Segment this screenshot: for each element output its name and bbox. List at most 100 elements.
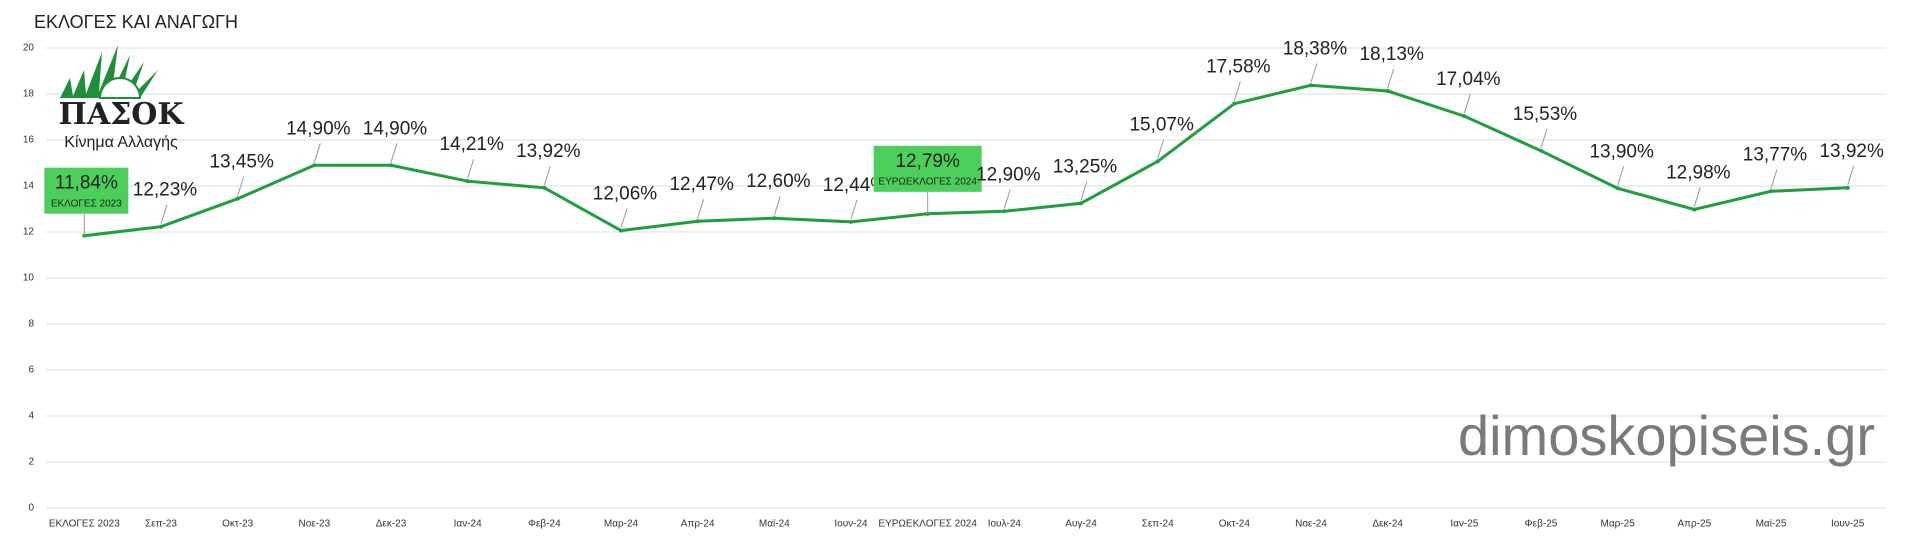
value-label: 13,45%	[209, 152, 274, 173]
logo-sun	[98, 77, 142, 99]
value-label: 14,90%	[363, 118, 428, 139]
y-tick-label: 16	[23, 135, 35, 146]
value-label: 12,23%	[133, 180, 198, 201]
value-label: 14,21%	[439, 134, 504, 155]
data-point	[312, 163, 317, 168]
y-tick-label: 2	[28, 457, 34, 468]
data-point	[619, 228, 623, 233]
data-point	[1462, 114, 1467, 119]
leader-line	[850, 199, 858, 220]
y-tick-label: 20	[23, 43, 35, 54]
data-point	[695, 219, 700, 224]
data-point	[1539, 148, 1543, 153]
x-tick-label: Σεπ-24	[1142, 519, 1174, 530]
data-point	[772, 216, 777, 221]
data-point	[465, 179, 470, 184]
x-tick-label: Δεκ-23	[376, 519, 407, 530]
x-tick-label: Αυγ-24	[1065, 519, 1097, 530]
data-point	[1002, 209, 1007, 214]
y-tick-label: 8	[28, 319, 34, 330]
x-tick-label: Μαρ-25	[1601, 519, 1636, 530]
data-point	[1232, 101, 1237, 106]
logo: ΠΑΣΟΚ Κίνημα Αλλαγής	[58, 45, 184, 151]
leader-line	[773, 196, 781, 216]
x-tick-label: Φεβ-24	[528, 519, 561, 530]
x-tick-label: ΕΚΛΟΓΕΣ 2023	[49, 519, 120, 530]
leader-line	[1693, 187, 1701, 207]
data-point	[1385, 89, 1390, 94]
data-point	[159, 224, 163, 229]
value-label: 13,92%	[516, 141, 581, 162]
leader-line	[697, 199, 705, 219]
leader-line	[160, 204, 168, 224]
x-tick-label: Οκτ-23	[222, 519, 254, 530]
value-label: 13,25%	[1053, 156, 1118, 177]
leader-line	[543, 165, 551, 185]
value-label: 12,44%	[823, 175, 888, 196]
x-tick-label: Απρ-24	[681, 519, 715, 530]
leader-line	[620, 208, 628, 228]
x-tick-label: Ιαν-24	[454, 519, 482, 530]
data-point	[1845, 185, 1850, 190]
x-tick-label: Φεβ-25	[1525, 519, 1558, 530]
value-label: 12,79%	[895, 151, 960, 172]
y-tick-label: 12	[23, 227, 35, 238]
y-tick-label: 10	[23, 273, 35, 284]
x-tick-label: Νοε-23	[298, 519, 330, 530]
value-label: 17,58%	[1206, 57, 1271, 78]
leader-line	[313, 143, 321, 163]
leader-line	[237, 176, 245, 196]
x-tick-label: Δεκ-24	[1372, 519, 1403, 530]
value-label: 13,77%	[1743, 144, 1808, 165]
annotation-text: ΕΥΡΩΕΚΛΟΓΕΣ 2024	[878, 176, 977, 187]
y-tick-label: 6	[28, 365, 34, 376]
x-tick-label: Απρ-25	[1677, 519, 1711, 530]
leader-line	[1617, 166, 1625, 186]
leader-line	[1157, 139, 1165, 159]
value-label: 13,92%	[1819, 141, 1884, 162]
logo-slogan: Κίνημα Αλλαγής	[64, 134, 178, 151]
y-tick-label: 4	[28, 411, 34, 422]
value-label: 12,06%	[593, 184, 658, 205]
leader-line	[390, 143, 398, 163]
leader-line	[1310, 63, 1318, 83]
x-tick-label: Μαρ-24	[604, 519, 639, 530]
leader-line	[1080, 181, 1088, 201]
data-point	[1692, 207, 1697, 212]
leader-line	[1463, 93, 1471, 114]
logo-name: ΠΑΣΟΚ	[58, 97, 184, 132]
data-point	[849, 219, 853, 224]
value-label: 12,60%	[746, 171, 811, 192]
x-tick-label: Μαϊ-24	[759, 519, 790, 530]
annotation-box	[873, 145, 982, 192]
leader-line	[1540, 128, 1548, 148]
value-label: 14,90%	[286, 118, 351, 139]
leader-line	[1770, 169, 1778, 189]
x-tick-label: Νοε-24	[1295, 519, 1327, 530]
x-tick-label: Ιαν-25	[1450, 519, 1478, 530]
leader-line	[1847, 165, 1855, 185]
leader-line	[1233, 81, 1241, 101]
y-tick-label: 18	[23, 89, 35, 100]
data-point	[389, 163, 393, 168]
value-label: 15,53%	[1513, 104, 1578, 125]
x-tick-label: Ιουν-24	[834, 519, 868, 530]
value-label: 17,04%	[1436, 69, 1501, 90]
logo-sunburst	[60, 45, 178, 98]
data-point	[1769, 189, 1773, 194]
value-label: 12,90%	[976, 164, 1041, 185]
leader-line	[1003, 189, 1011, 209]
watermark: dimoskopiseis.gr	[1458, 404, 1875, 467]
x-tick-label: ΕΥΡΩΕΚΛΟΓΕΣ 2024	[878, 519, 977, 530]
data-point	[1309, 83, 1313, 88]
value-label: 18,13%	[1359, 44, 1424, 65]
data-line	[84, 83, 1848, 238]
leader-line	[1387, 68, 1395, 89]
annotation-text: ΕΚΛΟΓΕΣ 2023	[51, 198, 122, 209]
x-tick-label: Μαϊ-25	[1756, 519, 1787, 530]
plot-area: 0 2 4 6 8 10 12 14 16 18 20 ΕΚΛΟΓΕΣ 2023 Σεπ-23 Οκτ-2…	[23, 38, 1886, 530]
data-point	[1615, 186, 1620, 191]
y-tick-label: 0	[28, 503, 34, 514]
x-tick-label: Ιουν-25	[1831, 519, 1865, 530]
